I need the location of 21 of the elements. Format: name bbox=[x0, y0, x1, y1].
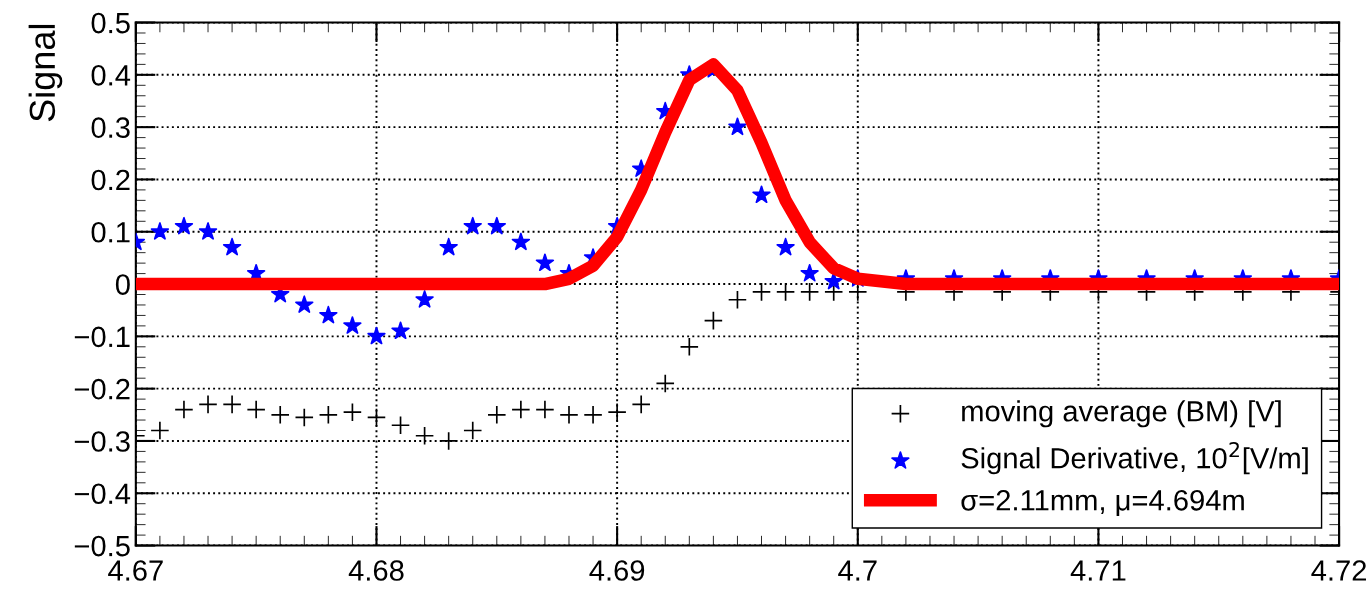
x-tick-label: 4.68 bbox=[348, 560, 404, 581]
y-tick-label: 0.5 bbox=[91, 12, 130, 34]
y-axis-title: Signal bbox=[28, 24, 63, 122]
y-tick-label: −0.4 bbox=[74, 483, 131, 505]
x-tick-label: 4.71 bbox=[1070, 560, 1126, 581]
y-tick-label: 0 bbox=[115, 274, 130, 295]
y-tick-label: −0.1 bbox=[74, 326, 130, 348]
legend-label: Signal Derivative, 10$^{2}$[V/m] bbox=[961, 441, 1308, 475]
y-tick-label: −0.2 bbox=[74, 378, 130, 400]
x-tick-label: 4.7 bbox=[838, 560, 877, 581]
x-tick-label: 4.72 bbox=[1311, 560, 1366, 581]
y-tick-label: 0.4 bbox=[91, 65, 131, 86]
y-tick-label: 0.1 bbox=[91, 221, 130, 243]
y-tick-label: 0.2 bbox=[91, 169, 130, 191]
y-tick-label: −0.3 bbox=[74, 431, 130, 452]
legend-label: moving average (BM) [V] bbox=[962, 400, 1281, 428]
x-tick-label: 4.69 bbox=[589, 560, 645, 581]
y-tick-label: 0.3 bbox=[91, 117, 130, 138]
y-tick-label: −0.5 bbox=[74, 535, 130, 557]
x-tick-label: 4.67 bbox=[108, 560, 163, 581]
legend-label: σ=2.11mm, μ=4.694m bbox=[961, 489, 1244, 516]
